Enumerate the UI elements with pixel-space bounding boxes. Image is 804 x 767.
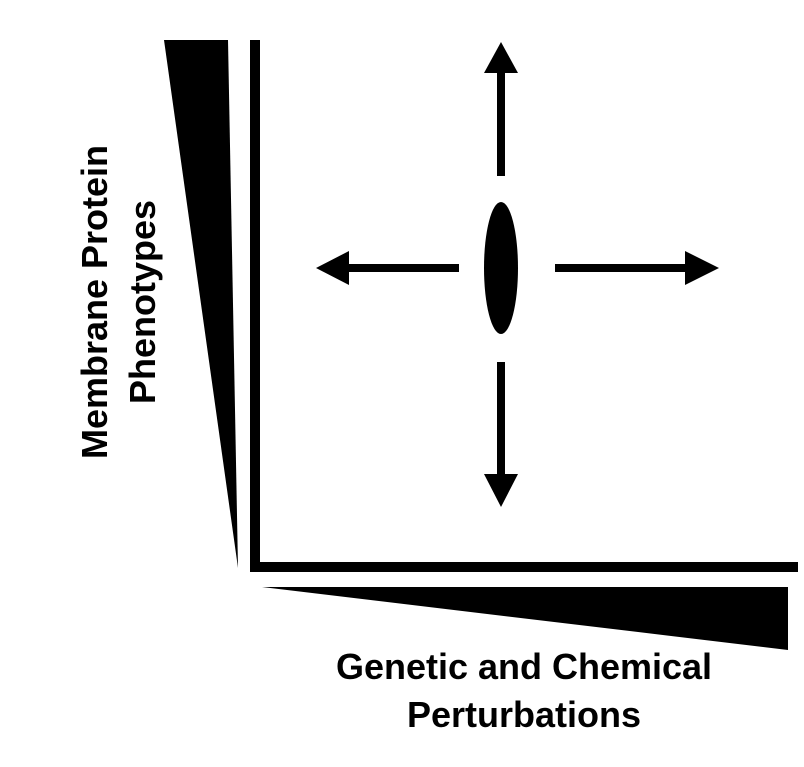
arrow-right-icon [555, 251, 719, 285]
y-axis-line [250, 40, 260, 572]
arrow-up-icon [484, 42, 518, 176]
x-axis-line [250, 562, 798, 572]
arrow-left-icon [316, 251, 459, 285]
y-axis-label: Membrane Protein Phenotypes [74, 145, 163, 459]
x-axis-label-line2: Perturbations [407, 694, 641, 735]
center-ellipse-icon [484, 202, 518, 334]
y-axis-label-line1: Membrane Protein [74, 145, 115, 459]
arrow-down-icon [484, 362, 518, 507]
vertical-gradient-wedge [164, 40, 238, 568]
horizontal-gradient-wedge [262, 587, 788, 650]
x-axis-label-line1: Genetic and Chemical [336, 646, 712, 687]
y-axis-label-line2: Phenotypes [122, 200, 163, 404]
